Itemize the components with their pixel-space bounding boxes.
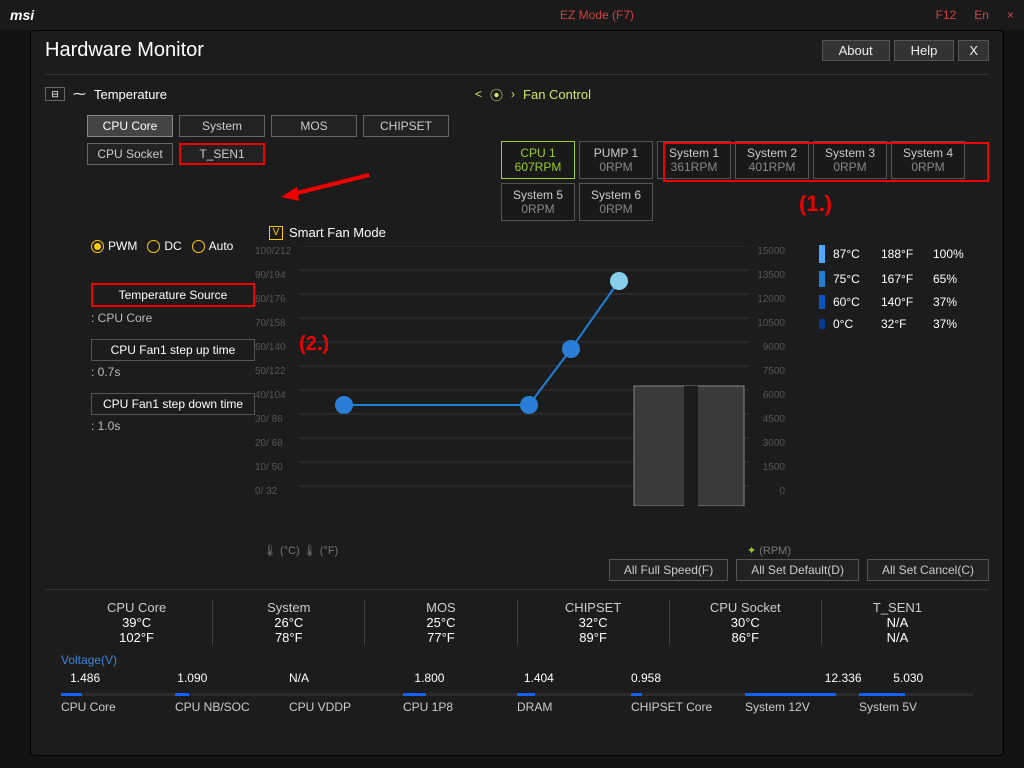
- fan-icon: ⦿: [490, 85, 503, 104]
- y-axis-right-label: 9000: [763, 342, 785, 353]
- y-axis-left-label: 50/122: [255, 366, 286, 377]
- voltage-item: 1.800CPU 1P8: [403, 685, 517, 714]
- y-axis-right-label: 7500: [763, 366, 785, 377]
- y-axis-right-label: 3000: [763, 438, 785, 449]
- mode-radio-dc[interactable]: DC: [147, 239, 181, 253]
- y-axis-left-label: 20/ 68: [255, 438, 283, 449]
- legend-row: 60°C140°F37%: [819, 295, 989, 309]
- temp-summary-item: T_SEN1N/AN/A: [821, 600, 973, 645]
- y-axis-left-label: 70/158: [255, 318, 286, 329]
- footer-button[interactable]: All Set Cancel(C): [867, 559, 989, 581]
- step-down-time-value: : 1.0s: [91, 419, 255, 433]
- about-button[interactable]: About: [822, 40, 890, 61]
- legend-row: 0°C32°F37%: [819, 317, 989, 331]
- voltage-item: 1.486CPU Core: [61, 685, 175, 714]
- temp-tab-chipset[interactable]: CHIPSET: [363, 115, 449, 137]
- graph-icon: ⁓: [73, 86, 86, 102]
- chevron-left-icon[interactable]: <: [475, 87, 482, 101]
- temp-summary-item: CHIPSET32°C89°F: [517, 600, 669, 645]
- fan-select-pump-1[interactable]: PUMP 10RPM: [579, 141, 653, 179]
- voltage-item: 0.958CHIPSET Core: [631, 685, 745, 714]
- y-axis-left-label: 90/194: [255, 270, 286, 281]
- y-axis-right-label: 4500: [763, 414, 785, 425]
- temp-summary-item: CPU Core39°C102°F: [61, 600, 212, 645]
- temp-tab-cpu-socket[interactable]: CPU Socket: [87, 143, 173, 165]
- unit-fahrenheit-icon: 🌡: [303, 545, 317, 557]
- legend-row: 87°C188°F100%: [819, 245, 989, 263]
- y-axis-right-label: 10500: [757, 318, 785, 329]
- voltage-item: 1.404DRAM: [517, 685, 631, 714]
- fan-select-system-4[interactable]: System 40RPM: [891, 141, 965, 179]
- fan-select-system-2[interactable]: System 2401RPM: [735, 141, 809, 179]
- y-axis-left-label: 40/104: [255, 390, 286, 401]
- top-icon[interactable]: En: [974, 8, 989, 22]
- smart-fan-checkbox[interactable]: V Smart Fan Mode: [269, 225, 811, 240]
- legend-row: 75°C167°F65%: [819, 271, 989, 287]
- annotation-label-1: (1.): [799, 191, 832, 217]
- fan-select-system-6[interactable]: System 60RPM: [579, 183, 653, 221]
- temperature-section: ⊟ ⁓ Temperature: [45, 79, 465, 109]
- footer-button[interactable]: All Set Default(D): [736, 559, 859, 581]
- fan-control-section[interactable]: < ⦿ › Fan Control: [475, 79, 591, 109]
- voltage-section-label[interactable]: Voltage(V): [31, 651, 1003, 669]
- step-up-time-button[interactable]: CPU Fan1 step up time: [91, 339, 255, 361]
- y-axis-left-label: 100/212: [255, 246, 291, 257]
- checkbox-icon[interactable]: V: [269, 226, 283, 240]
- fan-select-system-3[interactable]: System 30RPM: [813, 141, 887, 179]
- y-axis-right-label: 1500: [763, 462, 785, 473]
- fan-select-system-5[interactable]: System 50RPM: [501, 183, 575, 221]
- y-axis-left-label: 80/176: [255, 294, 286, 305]
- y-axis-right-label: 0: [779, 486, 785, 497]
- temp-tab-cpu-core[interactable]: CPU Core: [87, 115, 173, 137]
- y-axis-left-label: 0/ 32: [255, 486, 277, 497]
- ez-mode-label[interactable]: EZ Mode (F7): [560, 8, 634, 22]
- step-up-time-value: : 0.7s: [91, 365, 255, 379]
- y-axis-left-label: 30/ 86: [255, 414, 283, 425]
- mode-radio-pwm[interactable]: PWM: [91, 239, 137, 253]
- temp-tab-t_sen1[interactable]: T_SEN1: [179, 143, 265, 165]
- fan-select-cpu-1[interactable]: CPU 1607RPM: [501, 141, 575, 179]
- y-axis-right-label: 13500: [757, 270, 785, 281]
- temp-summary-item: CPU Socket30°C86°F: [669, 600, 821, 645]
- y-axis-right-label: 15000: [757, 246, 785, 257]
- temp-tab-mos[interactable]: MOS: [271, 115, 357, 137]
- top-icon[interactable]: ×: [1007, 8, 1014, 22]
- y-axis-left-label: 60/140: [255, 342, 286, 353]
- page-title: Hardware Monitor: [45, 39, 204, 62]
- y-axis-right-label: 12000: [757, 294, 785, 305]
- temp-summary-item: MOS25°C77°F: [364, 600, 516, 645]
- footer-button[interactable]: All Full Speed(F): [609, 559, 728, 581]
- annotation-label-2: (2.): [299, 333, 329, 356]
- temp-summary-item: System26°C78°F: [212, 600, 364, 645]
- mode-radio-auto[interactable]: Auto: [192, 239, 234, 253]
- step-down-time-button[interactable]: CPU Fan1 step down time: [91, 393, 255, 415]
- help-button[interactable]: Help: [894, 40, 955, 61]
- unit-celsius-icon: 🌡: [263, 545, 277, 557]
- voltage-item: 12.336System 12V: [745, 685, 859, 714]
- temp-tab-system[interactable]: System: [179, 115, 265, 137]
- fan-select-system-1[interactable]: System 1361RPM: [657, 141, 731, 179]
- y-axis-right-label: 6000: [763, 390, 785, 401]
- temperature-source-value: : CPU Core: [91, 311, 255, 325]
- expand-icon[interactable]: ⊟: [45, 87, 65, 101]
- close-button[interactable]: X: [958, 40, 989, 61]
- temperature-source-button[interactable]: Temperature Source: [91, 283, 255, 307]
- y-axis-left-label: 10/ 50: [255, 462, 283, 473]
- voltage-item: N/ACPU VDDP: [289, 685, 403, 714]
- voltage-item: 1.090CPU NB/SOC: [175, 685, 289, 714]
- voltage-item: 5.030System 5V: [859, 685, 973, 714]
- top-icon[interactable]: F12: [936, 8, 957, 22]
- fan-icon: ✦: [747, 545, 756, 557]
- brand-logo: msi: [10, 7, 34, 23]
